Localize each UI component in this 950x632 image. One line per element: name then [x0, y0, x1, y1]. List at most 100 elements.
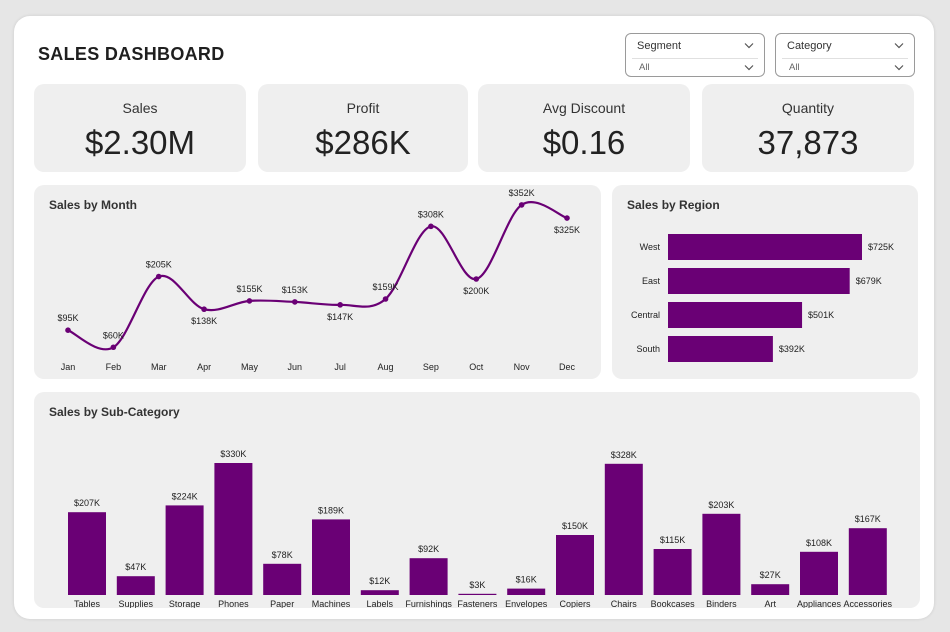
- x-tick-label: Furnishings: [405, 599, 452, 608]
- data-label: $60K: [103, 330, 124, 340]
- data-label: $138K: [191, 316, 217, 326]
- kpi-value: $286K: [315, 124, 411, 161]
- data-point: [428, 223, 434, 230]
- chart-title: Sales by Month: [49, 198, 138, 212]
- chart-title: Sales by Region: [627, 198, 720, 212]
- data-label: $153K: [282, 285, 308, 295]
- segment-slicer-value[interactable]: All: [639, 62, 650, 73]
- data-label: $224K: [172, 491, 198, 501]
- bar: [116, 576, 155, 595]
- data-label: $725K: [868, 242, 894, 252]
- bar: [165, 505, 204, 595]
- page-title: SALES DASHBOARD: [38, 44, 225, 64]
- data-label: $27K: [760, 570, 781, 580]
- x-tick-label: Tables: [74, 599, 101, 608]
- chevron-down-icon[interactable]: [744, 64, 754, 71]
- data-point: [337, 302, 343, 308]
- kpi-card-sales[interactable]: Sales $2.30M: [34, 84, 246, 172]
- data-point: [65, 327, 71, 333]
- data-label: $150K: [562, 521, 588, 531]
- bar: [653, 549, 692, 595]
- x-tick-label: Copiers: [559, 599, 591, 608]
- sales-by-month-panel[interactable]: Sales by Month $95K Jan $60K Feb $205K Mar $13…: [34, 185, 601, 379]
- kpi-card-profit[interactable]: Profit $286K: [258, 84, 468, 172]
- sales-by-subcategory-chart[interactable]: $207K Tables $47K Supplies $224K Storage $330K…: [34, 392, 920, 608]
- bar: [668, 302, 803, 328]
- y-tick-label: West: [640, 242, 661, 252]
- data-label: $92K: [418, 544, 439, 554]
- chevron-down-icon[interactable]: [744, 42, 754, 49]
- x-tick-label: Machines: [312, 599, 351, 608]
- sales-by-month-chart[interactable]: $95K Jan $60K Feb $205K Mar $138K Apr $155K May $1…: [34, 185, 601, 379]
- kpi-card-quantity[interactable]: Quantity 37,873: [702, 84, 914, 172]
- data-label: $207K: [74, 498, 100, 508]
- y-tick-label: East: [642, 276, 661, 286]
- x-tick-label: Nov: [514, 362, 531, 372]
- bar: [214, 463, 253, 595]
- category-slicer-label: Category: [787, 40, 832, 52]
- sales-by-region-chart[interactable]: West $725K East $679K Central $501K South $392K: [612, 185, 918, 379]
- sales-by-region-panel[interactable]: Sales by Region West $725K East $679K Centra…: [612, 185, 918, 379]
- bar: [668, 234, 862, 260]
- bar: [263, 563, 302, 595]
- data-point: [382, 296, 389, 302]
- data-label: $328K: [611, 450, 637, 460]
- data-point: [564, 215, 570, 221]
- x-tick-label: Mar: [151, 362, 167, 372]
- dashboard-canvas: SALES DASHBOARD Segment All Category All…: [14, 16, 934, 619]
- bar: [360, 590, 399, 595]
- bar: [409, 558, 448, 595]
- slicer-divider: [782, 58, 908, 59]
- data-label: $308K: [418, 209, 444, 219]
- x-tick-label: Fasteners: [457, 599, 498, 608]
- x-tick-label: Supplies: [119, 599, 154, 608]
- x-tick-label: Sep: [423, 362, 439, 372]
- bar: [312, 519, 350, 595]
- data-label: $392K: [779, 344, 805, 354]
- x-tick-label: Apr: [197, 362, 211, 372]
- x-tick-label: Accessories: [844, 599, 893, 608]
- data-label: $352K: [509, 188, 535, 198]
- x-tick-label: Bookcases: [651, 599, 696, 608]
- kpi-label: Profit: [346, 100, 380, 116]
- kpi-card-avg-discount[interactable]: Avg Discount $0.16: [478, 84, 690, 172]
- x-tick-label: Art: [764, 599, 776, 608]
- data-label: $155K: [236, 284, 262, 294]
- category-slicer-value[interactable]: All: [789, 62, 800, 73]
- sales-by-subcategory-panel[interactable]: Sales by Sub-Category $207K Tables $47K Sup…: [34, 392, 920, 608]
- data-label: $159K: [373, 282, 399, 292]
- segment-slicer[interactable]: Segment All: [625, 33, 765, 77]
- data-label: $78K: [272, 550, 293, 560]
- chevron-down-icon[interactable]: [894, 42, 904, 49]
- x-tick-label: Chairs: [611, 599, 638, 608]
- kpi-label: Quantity: [781, 100, 835, 116]
- chevron-down-icon[interactable]: [894, 64, 904, 71]
- x-tick-label: Dec: [559, 362, 576, 372]
- x-tick-label: Oct: [469, 362, 484, 372]
- x-tick-label: Jun: [288, 362, 303, 372]
- data-label: $47K: [125, 562, 146, 572]
- x-tick-label: Feb: [106, 362, 122, 372]
- chart-title: Sales by Sub-Category: [49, 405, 180, 419]
- data-label: $115K: [660, 535, 685, 545]
- data-point: [292, 299, 298, 305]
- data-label: $108K: [806, 538, 832, 548]
- x-tick-label: Appliances: [797, 599, 842, 608]
- kpi-label: Sales: [122, 100, 158, 116]
- bar: [848, 528, 887, 595]
- data-point: [155, 273, 162, 280]
- x-tick-label: Jul: [334, 362, 346, 372]
- data-label: $189K: [318, 505, 344, 515]
- data-point: [473, 276, 480, 282]
- category-slicer[interactable]: Category All: [775, 33, 915, 77]
- data-label: $95K: [57, 313, 78, 323]
- series-line: [67, 201, 568, 351]
- bar: [458, 593, 497, 595]
- x-tick-label: Aug: [378, 362, 394, 372]
- x-tick-label: May: [241, 362, 259, 372]
- bar: [702, 513, 741, 595]
- x-tick-label: Jan: [61, 362, 76, 372]
- bar: [751, 584, 790, 595]
- x-tick-label: Storage: [169, 599, 201, 608]
- bar: [604, 463, 643, 595]
